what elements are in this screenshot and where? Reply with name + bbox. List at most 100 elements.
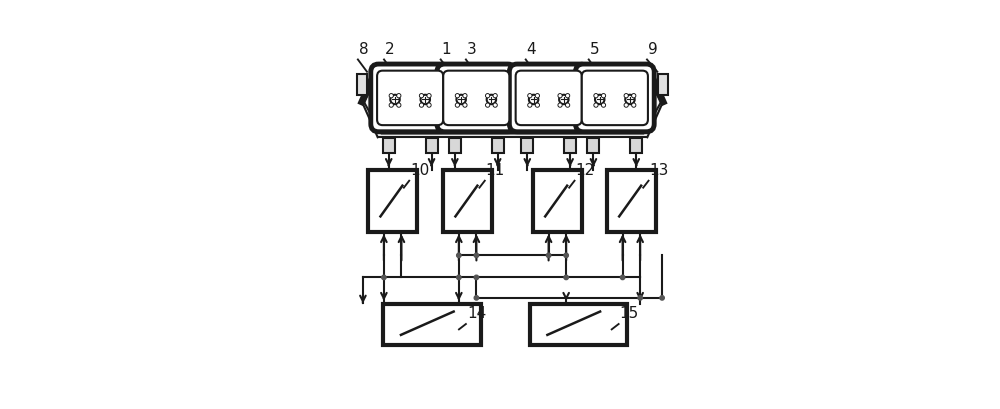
Text: 15: 15 bbox=[620, 306, 639, 321]
Text: 12: 12 bbox=[575, 163, 595, 178]
Polygon shape bbox=[362, 66, 663, 137]
Text: 1: 1 bbox=[442, 42, 451, 57]
Circle shape bbox=[455, 94, 459, 98]
Circle shape bbox=[486, 94, 490, 98]
Circle shape bbox=[633, 104, 635, 106]
Circle shape bbox=[455, 103, 459, 107]
Circle shape bbox=[457, 275, 461, 280]
Text: 10: 10 bbox=[410, 163, 429, 178]
FancyBboxPatch shape bbox=[371, 64, 450, 132]
FancyBboxPatch shape bbox=[516, 71, 582, 125]
Circle shape bbox=[594, 94, 598, 98]
Text: 2: 2 bbox=[385, 42, 395, 57]
FancyBboxPatch shape bbox=[509, 64, 588, 132]
Circle shape bbox=[625, 104, 627, 106]
Circle shape bbox=[494, 95, 496, 97]
Bar bbox=[492, 138, 504, 153]
Circle shape bbox=[660, 296, 664, 300]
Circle shape bbox=[536, 104, 538, 106]
Circle shape bbox=[535, 103, 539, 107]
Circle shape bbox=[558, 94, 562, 98]
Circle shape bbox=[494, 104, 496, 106]
Circle shape bbox=[428, 104, 430, 106]
Circle shape bbox=[625, 95, 627, 97]
Circle shape bbox=[427, 94, 431, 98]
Circle shape bbox=[487, 95, 496, 104]
Text: 9: 9 bbox=[648, 42, 658, 57]
Circle shape bbox=[535, 94, 539, 98]
Circle shape bbox=[558, 103, 562, 107]
Circle shape bbox=[559, 104, 561, 106]
Circle shape bbox=[602, 94, 605, 98]
Circle shape bbox=[493, 94, 497, 98]
Circle shape bbox=[536, 95, 538, 97]
Circle shape bbox=[528, 94, 532, 98]
Circle shape bbox=[529, 95, 531, 97]
Circle shape bbox=[464, 95, 466, 97]
FancyBboxPatch shape bbox=[582, 71, 648, 125]
Circle shape bbox=[567, 104, 569, 106]
Text: 13: 13 bbox=[649, 163, 669, 178]
Circle shape bbox=[625, 95, 635, 104]
Circle shape bbox=[564, 253, 568, 258]
Text: 4: 4 bbox=[527, 42, 536, 57]
Circle shape bbox=[474, 253, 479, 258]
Circle shape bbox=[566, 103, 570, 107]
Circle shape bbox=[529, 104, 531, 106]
Circle shape bbox=[421, 95, 422, 97]
Circle shape bbox=[603, 104, 604, 106]
FancyBboxPatch shape bbox=[377, 71, 443, 125]
Circle shape bbox=[559, 95, 561, 97]
Bar bbox=[443, 170, 492, 232]
Circle shape bbox=[546, 253, 551, 258]
Circle shape bbox=[389, 103, 393, 107]
Circle shape bbox=[428, 95, 430, 97]
Circle shape bbox=[390, 95, 392, 97]
Circle shape bbox=[420, 103, 423, 107]
Bar bbox=[587, 138, 599, 153]
FancyBboxPatch shape bbox=[443, 71, 509, 125]
Circle shape bbox=[382, 275, 386, 280]
Circle shape bbox=[564, 275, 568, 280]
FancyBboxPatch shape bbox=[575, 64, 654, 132]
Circle shape bbox=[620, 275, 625, 280]
Circle shape bbox=[420, 94, 423, 98]
Circle shape bbox=[474, 275, 479, 280]
Circle shape bbox=[567, 95, 569, 97]
Circle shape bbox=[397, 94, 401, 98]
Circle shape bbox=[632, 94, 636, 98]
Circle shape bbox=[398, 104, 400, 106]
Bar bbox=[426, 138, 438, 153]
Bar bbox=[564, 138, 576, 153]
Circle shape bbox=[624, 94, 628, 98]
Bar bbox=[530, 304, 627, 345]
Circle shape bbox=[595, 95, 597, 97]
Circle shape bbox=[602, 103, 605, 107]
Circle shape bbox=[528, 103, 532, 107]
Circle shape bbox=[397, 103, 401, 107]
Circle shape bbox=[624, 103, 628, 107]
Circle shape bbox=[390, 95, 400, 104]
Circle shape bbox=[595, 95, 604, 104]
Bar bbox=[383, 304, 481, 345]
Bar bbox=[658, 74, 668, 95]
Circle shape bbox=[463, 94, 467, 98]
Circle shape bbox=[456, 104, 458, 106]
Text: 5: 5 bbox=[590, 42, 599, 57]
Bar bbox=[521, 138, 533, 153]
Circle shape bbox=[566, 94, 570, 98]
Text: 14: 14 bbox=[467, 306, 486, 321]
Text: 11: 11 bbox=[486, 163, 505, 178]
Circle shape bbox=[389, 94, 393, 98]
Circle shape bbox=[529, 95, 538, 104]
Bar bbox=[630, 138, 642, 153]
Circle shape bbox=[603, 95, 604, 97]
Circle shape bbox=[474, 296, 479, 300]
Bar bbox=[357, 74, 367, 95]
Bar bbox=[533, 170, 582, 232]
Bar bbox=[607, 170, 656, 232]
Circle shape bbox=[464, 104, 466, 106]
Circle shape bbox=[595, 104, 597, 106]
Circle shape bbox=[421, 104, 422, 106]
FancyBboxPatch shape bbox=[437, 64, 516, 132]
